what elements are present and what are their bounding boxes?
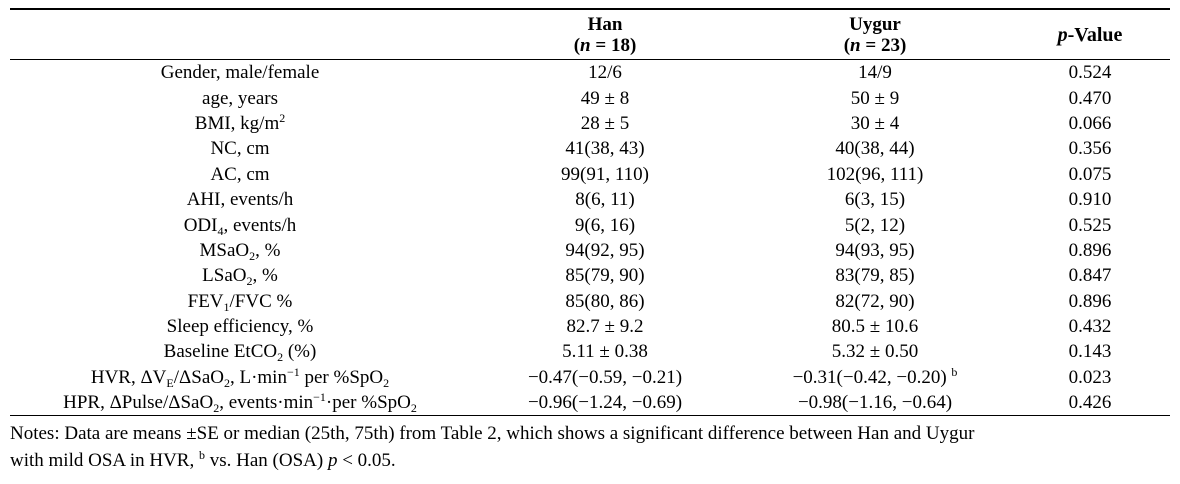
table-row: Sleep efficiency, % 82.7 ± 9.2 80.5 ± 10… [10, 314, 1170, 339]
uygur-n: (n = 23) [843, 35, 907, 56]
uygur-value: 50 ± 9 [850, 87, 900, 109]
p-value: 0.470 [1068, 87, 1112, 109]
han-n: (n = 18) [573, 35, 637, 56]
han-value: 99(91, 110) [561, 163, 649, 185]
row-label: MSaO2, % [199, 239, 281, 263]
table-row: FEV1/FVC % 85(80, 86) 82(72, 90) 0.896 [10, 289, 1170, 314]
row-label: age, years [202, 87, 278, 109]
header-pvalue: p-Value [1057, 23, 1123, 46]
uygur-value: −0.98(−1.16, −0.64) [797, 392, 953, 414]
p-value: 0.426 [1068, 392, 1112, 414]
han-value: 5.11 ± 0.38 [562, 341, 648, 363]
row-label: NC, cm [210, 138, 270, 160]
han-value: 85(79, 90) [565, 265, 645, 287]
row-label: ODI4, events/h [183, 214, 297, 238]
uygur-value: 5(2, 12) [844, 214, 906, 236]
table-row: HVR, ΔVE/ΔSaO2, L·min−1 per %SpO2 −0.47(… [10, 365, 1170, 390]
table-row: LSaO2, % 85(79, 90) 83(79, 85) 0.847 [10, 263, 1170, 288]
han-value: 8(6, 11) [575, 189, 635, 211]
p-value: 0.023 [1068, 366, 1112, 388]
han-value: 82.7 ± 9.2 [566, 316, 644, 338]
uygur-value: 40(38, 44) [835, 138, 915, 160]
p-value: 0.143 [1068, 341, 1112, 363]
p-value: 0.356 [1068, 138, 1112, 160]
table-row: Gender, male/female 12/6 14/9 0.524 [10, 60, 1170, 86]
uygur-value: 82(72, 90) [835, 290, 915, 312]
p-value: 0.896 [1068, 290, 1112, 312]
han-value: 94(92, 95) [565, 239, 645, 261]
row-label: BMI, kg/m2 [194, 110, 286, 134]
table-notes: Notes: Data are means ±SE or median (25t… [10, 420, 1170, 474]
han-value: 9(6, 16) [574, 214, 636, 236]
uygur-value: 94(93, 95) [835, 239, 915, 261]
row-label: Gender, male/female [160, 62, 320, 84]
p-value: 0.910 [1068, 189, 1112, 211]
notes-line-1: Notes: Data are means ±SE or median (25t… [10, 423, 975, 445]
data-table: Han (n = 18) Uygur (n = 23) p-Value Gend… [10, 8, 1170, 416]
header-blank-cell [10, 9, 470, 60]
uygur-label: Uygur [849, 14, 901, 35]
row-label: HPR, ΔPulse/ΔSaO2, events·min−1·per %SpO… [63, 390, 417, 416]
row-label: Sleep efficiency, % [166, 316, 314, 338]
p-value: 0.525 [1068, 214, 1112, 236]
p-value: 0.896 [1068, 239, 1112, 261]
row-label: HVR, ΔVE/ΔSaO2, L·min−1 per %SpO2 [90, 364, 390, 390]
row-label: FEV1/FVC % [187, 290, 293, 314]
han-value: 12/6 [588, 62, 622, 84]
uygur-value: 80.5 ± 10.6 [831, 316, 919, 338]
han-value: 41(38, 43) [565, 138, 645, 160]
header-row: Han (n = 18) Uygur (n = 23) p-Value [10, 9, 1170, 60]
han-value: 28 ± 5 [580, 112, 630, 134]
uygur-value: 6(3, 15) [844, 189, 906, 211]
p-value: 0.432 [1068, 316, 1112, 338]
table-row: age, years 49 ± 8 50 ± 9 0.470 [10, 85, 1170, 110]
table-row: Baseline EtCO2 (%) 5.11 ± 0.38 5.32 ± 0.… [10, 339, 1170, 364]
han-value: 49 ± 8 [580, 87, 630, 109]
uygur-value: 102(96, 111) [826, 163, 924, 185]
uygur-value: 14/9 [858, 62, 892, 84]
table-row: MSaO2, % 94(92, 95) 94(93, 95) 0.896 [10, 238, 1170, 263]
row-label: AC, cm [210, 163, 270, 185]
han-value: −0.96(−1.24, −0.69) [527, 392, 683, 414]
han-label: Han [587, 14, 623, 35]
header-han: Han (n = 18) [470, 9, 740, 60]
table-row: ODI4, events/h 9(6, 16) 5(2, 12) 0.525 [10, 212, 1170, 237]
p-value: 0.524 [1068, 62, 1112, 84]
row-label: AHI, events/h [186, 189, 294, 211]
table-row: AC, cm 99(91, 110) 102(96, 111) 0.075 [10, 162, 1170, 187]
uygur-value: −0.31(−0.42, −0.20) b [792, 364, 958, 388]
table-body: Gender, male/female 12/6 14/9 0.524 age,… [10, 60, 1170, 416]
table-row: BMI, kg/m2 28 ± 5 30 ± 4 0.066 [10, 111, 1170, 136]
uygur-value: 5.32 ± 0.50 [831, 341, 919, 363]
header-uygur: Uygur (n = 23) [740, 9, 1010, 60]
table-container: Han (n = 18) Uygur (n = 23) p-Value Gend… [10, 8, 1170, 474]
row-label: Baseline EtCO2 (%) [163, 341, 317, 365]
table-header: Han (n = 18) Uygur (n = 23) p-Value [10, 9, 1170, 60]
uygur-value: 83(79, 85) [835, 265, 915, 287]
han-value: −0.47(−0.59, −0.21) [527, 366, 683, 388]
notes-line-2: with mild OSA in HVR, b vs. Han (OSA) p … [10, 448, 396, 472]
p-value: 0.847 [1068, 265, 1112, 287]
uygur-value: 30 ± 4 [850, 112, 900, 134]
table-row: HPR, ΔPulse/ΔSaO2, events·min−1·per %SpO… [10, 390, 1170, 416]
table-row: NC, cm 41(38, 43) 40(38, 44) 0.356 [10, 136, 1170, 161]
han-value: 85(80, 86) [565, 290, 645, 312]
table-row: AHI, events/h 8(6, 11) 6(3, 15) 0.910 [10, 187, 1170, 212]
p-value: 0.066 [1068, 112, 1112, 134]
row-label: LSaO2, % [202, 265, 278, 289]
p-value: 0.075 [1068, 163, 1112, 185]
